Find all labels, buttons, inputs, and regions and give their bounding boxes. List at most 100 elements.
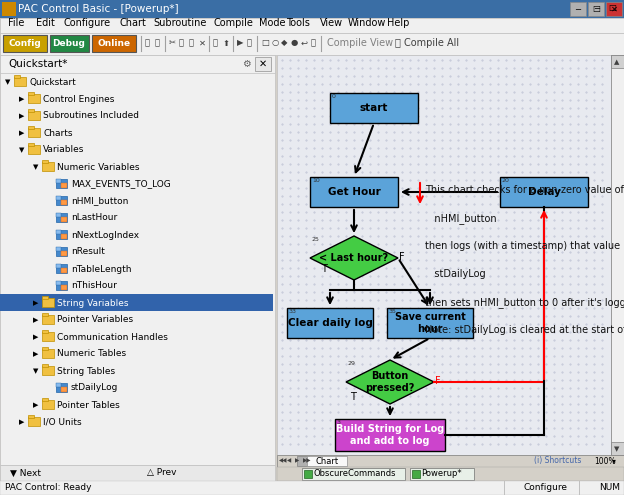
Text: ▶: ▶	[19, 419, 24, 425]
FancyBboxPatch shape	[277, 55, 611, 455]
FancyBboxPatch shape	[56, 281, 61, 285]
Text: Quickstart: Quickstart	[29, 78, 76, 87]
FancyBboxPatch shape	[28, 126, 34, 129]
FancyBboxPatch shape	[42, 313, 48, 316]
Text: ◀: ◀	[287, 458, 291, 463]
Text: Configure: Configure	[524, 484, 568, 493]
FancyBboxPatch shape	[56, 383, 61, 387]
FancyBboxPatch shape	[335, 419, 445, 451]
FancyBboxPatch shape	[42, 298, 54, 307]
FancyBboxPatch shape	[28, 111, 40, 120]
Text: I/O Units: I/O Units	[43, 417, 82, 427]
FancyBboxPatch shape	[28, 143, 34, 146]
Text: Pointer Tables: Pointer Tables	[57, 400, 120, 409]
Text: Subroutine: Subroutine	[153, 18, 207, 28]
Text: ▼: ▼	[19, 147, 24, 153]
FancyBboxPatch shape	[310, 177, 398, 207]
Text: String Variables: String Variables	[57, 298, 129, 307]
Text: nResult: nResult	[71, 248, 105, 256]
FancyBboxPatch shape	[56, 247, 67, 256]
Text: □: □	[592, 4, 600, 13]
Text: ◀◀: ◀◀	[279, 458, 288, 463]
Text: T: T	[350, 392, 356, 402]
Text: Chart: Chart	[120, 18, 147, 28]
Text: ✕: ✕	[610, 4, 618, 13]
Text: Window: Window	[348, 18, 386, 28]
Text: ✕: ✕	[199, 39, 206, 48]
FancyBboxPatch shape	[28, 145, 40, 154]
FancyBboxPatch shape	[0, 465, 275, 481]
Text: ▶: ▶	[237, 39, 243, 48]
Text: Numeric Variables: Numeric Variables	[57, 162, 140, 171]
Text: Powerup*: Powerup*	[421, 469, 462, 479]
Text: NUM: NUM	[599, 484, 620, 493]
Text: Numeric Tables: Numeric Tables	[57, 349, 126, 358]
Text: 29: 29	[348, 361, 356, 366]
FancyBboxPatch shape	[28, 417, 40, 426]
FancyBboxPatch shape	[387, 308, 473, 338]
Text: ▼: ▼	[33, 368, 38, 374]
Text: Configure: Configure	[64, 18, 111, 28]
FancyBboxPatch shape	[411, 470, 419, 478]
Text: nHMI_button: nHMI_button	[425, 213, 497, 224]
Text: PAC Control: Ready: PAC Control: Ready	[5, 484, 92, 493]
FancyBboxPatch shape	[42, 347, 48, 350]
Text: Button
pressed?: Button pressed?	[365, 371, 415, 393]
FancyBboxPatch shape	[56, 230, 61, 234]
Text: then logs (with a timestamp) that value into the string table:: then logs (with a timestamp) that value …	[425, 241, 624, 251]
FancyBboxPatch shape	[42, 162, 54, 171]
Text: Build String for Log
and add to log: Build String for Log and add to log	[336, 424, 444, 446]
Text: Control Engines: Control Engines	[43, 95, 114, 103]
FancyBboxPatch shape	[56, 264, 67, 273]
FancyBboxPatch shape	[504, 481, 505, 495]
FancyBboxPatch shape	[28, 109, 34, 112]
Text: Help: Help	[387, 18, 409, 28]
Text: nNextLogIndex: nNextLogIndex	[71, 231, 139, 240]
FancyBboxPatch shape	[61, 268, 67, 273]
FancyBboxPatch shape	[579, 481, 580, 495]
Text: stDailyLog: stDailyLog	[425, 269, 485, 279]
Text: ●: ●	[291, 39, 298, 48]
Polygon shape	[310, 236, 398, 280]
FancyBboxPatch shape	[56, 213, 61, 217]
Text: □: □	[261, 39, 269, 48]
Text: T: T	[321, 264, 327, 274]
Text: F: F	[399, 252, 404, 262]
FancyBboxPatch shape	[28, 92, 34, 95]
Text: start: start	[360, 103, 388, 113]
FancyBboxPatch shape	[307, 456, 347, 466]
FancyBboxPatch shape	[277, 455, 624, 467]
FancyBboxPatch shape	[277, 467, 624, 481]
Text: 🖼 Compile All: 🖼 Compile All	[395, 38, 459, 48]
Text: nLastHour: nLastHour	[71, 213, 117, 222]
FancyBboxPatch shape	[56, 196, 61, 200]
Text: Delay: Delay	[527, 187, 560, 197]
Text: ▶: ▶	[19, 113, 24, 119]
Text: (i) Shortcuts: (i) Shortcuts	[534, 456, 582, 465]
Text: MAX_EVENTS_TO_LOG: MAX_EVENTS_TO_LOG	[71, 180, 171, 189]
FancyBboxPatch shape	[3, 35, 47, 52]
FancyBboxPatch shape	[304, 470, 312, 478]
FancyBboxPatch shape	[61, 183, 67, 188]
FancyBboxPatch shape	[0, 55, 275, 465]
FancyBboxPatch shape	[14, 77, 26, 86]
FancyBboxPatch shape	[42, 160, 48, 163]
Text: ▶: ▶	[33, 402, 38, 408]
FancyBboxPatch shape	[61, 285, 67, 290]
Text: ▾: ▾	[612, 456, 616, 465]
Text: ▲: ▲	[614, 59, 620, 65]
Text: Edit: Edit	[36, 18, 55, 28]
Text: Chart: Chart	[316, 456, 339, 465]
Text: then sets nHMI_button to 0 after it's logged.: then sets nHMI_button to 0 after it's lo…	[425, 297, 624, 308]
Text: ▼ Next: ▼ Next	[10, 468, 41, 478]
FancyBboxPatch shape	[0, 33, 624, 55]
Text: 📄: 📄	[189, 39, 194, 48]
Text: Get Hour: Get Hour	[328, 187, 381, 197]
Text: 35: 35	[389, 309, 397, 314]
FancyBboxPatch shape	[606, 2, 622, 16]
Text: Debug: Debug	[52, 39, 85, 48]
Text: Clear daily log: Clear daily log	[288, 318, 373, 328]
FancyBboxPatch shape	[0, 0, 624, 18]
Text: Tools: Tools	[286, 18, 310, 28]
FancyBboxPatch shape	[611, 55, 624, 455]
